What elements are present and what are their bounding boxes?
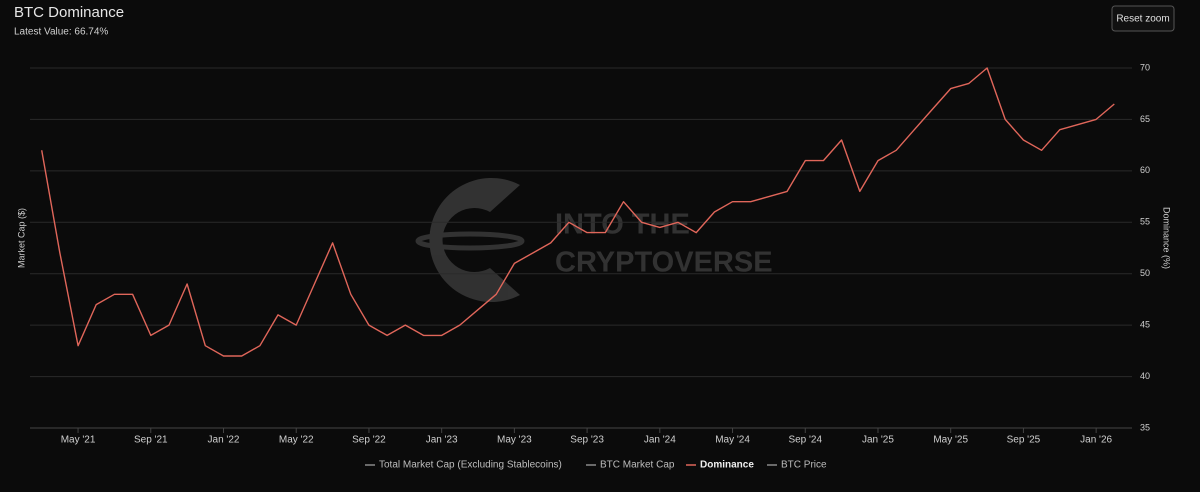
x-tick-label: May '23 <box>497 435 532 446</box>
x-tick-label: Jan '26 <box>1080 435 1112 446</box>
y2-tick-label: 60 <box>1140 165 1150 175</box>
reset-zoom-button[interactable]: Reset zoom <box>1111 5 1175 32</box>
y2-tick-label: 40 <box>1140 371 1150 381</box>
x-tick-label: Jan '22 <box>208 435 240 446</box>
x-tick-label: May '21 <box>61 435 96 446</box>
chart-title: BTC Dominance <box>14 4 124 21</box>
dominance-line <box>41 67 1115 357</box>
x-tick-label: Sep '21 <box>134 435 168 446</box>
y2-tick-label: 50 <box>1140 268 1150 278</box>
button-label[interactable]: Reset zoom <box>1116 14 1169 25</box>
x-tick-label: Sep '25 <box>1007 435 1041 446</box>
y2-tick-label: 45 <box>1140 320 1150 330</box>
y2-tick-label: 70 <box>1140 62 1150 72</box>
y2-tick-label: 65 <box>1140 114 1150 124</box>
watermark-logo <box>429 177 520 302</box>
x-tick-label: May '25 <box>933 435 968 446</box>
y2-tick-label: 35 <box>1140 422 1150 432</box>
button-frame[interactable] <box>1111 5 1175 32</box>
watermark-ring <box>415 231 525 251</box>
x-tick-label: Sep '24 <box>788 435 822 446</box>
chart-subtitle: Latest Value: 66.74% <box>14 27 108 38</box>
y-axis-label: Market Cap ($) <box>16 208 26 268</box>
x-tick-label: May '22 <box>279 435 314 446</box>
x-tick-label: Sep '22 <box>352 435 386 446</box>
y2-tick-label: 55 <box>1140 217 1150 227</box>
x-tick-label: Sep '23 <box>570 435 604 446</box>
x-tick-label: Jan '24 <box>644 435 676 446</box>
legend-entry: BTC Price <box>781 460 827 471</box>
x-tick-label: May '24 <box>715 435 750 446</box>
y2-axis-label: Dominance (%) <box>1162 207 1172 269</box>
legend-entry: BTC Market Cap <box>600 460 675 471</box>
legend-entry: Dominance <box>700 460 754 471</box>
x-tick-label: Jan '25 <box>862 435 894 446</box>
x-tick-label: Jan '23 <box>426 435 458 446</box>
legend-entry: Total Market Cap (Excluding Stablecoins) <box>379 460 562 471</box>
